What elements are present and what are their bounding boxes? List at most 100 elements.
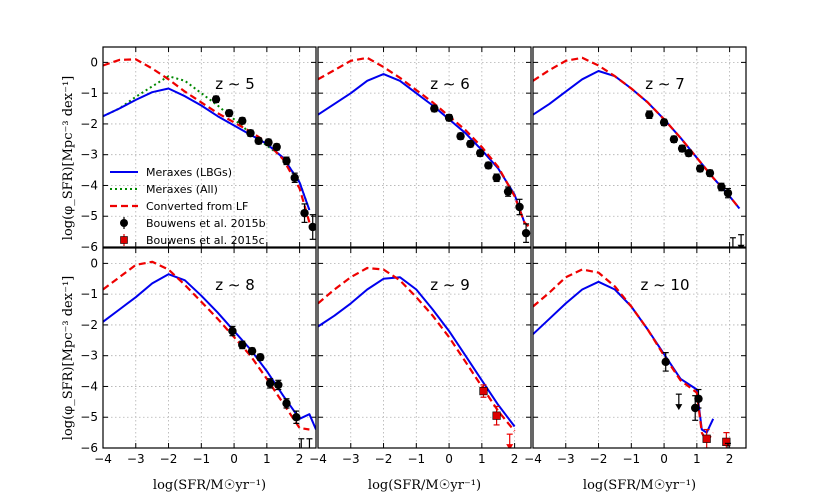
y-tick-label: −1 — [80, 287, 98, 301]
legend-label: Bouwens et al. 2015b — [146, 217, 266, 230]
x-tick-label: −1 — [407, 452, 425, 466]
panel-frame — [532, 46, 747, 248]
y-tick-label: −4 — [80, 379, 98, 393]
data-point-b15b — [515, 202, 524, 212]
x-tick-label: 1 — [693, 452, 701, 466]
data-point-b15b — [272, 142, 281, 152]
data-point-b15b — [659, 118, 669, 127]
y-tick-label: 0 — [90, 256, 98, 270]
panel-2: z ∼ 6 — [317, 46, 532, 248]
data-point-b15b — [723, 188, 733, 198]
y-tick-label: −3 — [80, 148, 98, 162]
data-point-b15b — [503, 187, 513, 196]
data-point-b15b — [645, 110, 654, 119]
data-point-b15b — [282, 399, 291, 408]
panel-title: z ∼ 5 — [215, 75, 255, 93]
series-line-solid — [533, 280, 715, 434]
x-tick-label: 0 — [445, 452, 453, 466]
series-line-dashed — [318, 266, 516, 432]
x-tick-label: −4 — [524, 452, 542, 466]
series-line-solid — [318, 73, 526, 223]
x-tick-label: −1 — [622, 452, 640, 466]
y-axis-label-bottom: log(φ_SFR)[Mpc⁻³ dex⁻¹] — [61, 276, 76, 440]
data-point-b15b — [256, 353, 265, 362]
panel-frame — [532, 247, 747, 449]
panel-title: z ∼ 9 — [430, 276, 470, 294]
data-point-b15c — [722, 437, 731, 446]
data-point-b15b — [264, 138, 273, 147]
data-point-b15b — [684, 148, 693, 158]
data-point-b15b — [246, 128, 255, 138]
data-point-b15b — [661, 357, 670, 367]
data-point-b15b — [265, 379, 275, 388]
plot-area — [103, 260, 316, 448]
y-tick-label: −6 — [80, 441, 98, 455]
y-tick-label: −4 — [80, 178, 98, 192]
x-tick-label: −3 — [342, 452, 360, 466]
panel-title: z ∼ 7 — [645, 75, 685, 93]
legend-label: Meraxes (All) — [146, 183, 218, 196]
panel-5: −4 −3 −2 −1 0 1 2 z ∼ 9 log(SFR/M☉yr⁻¹) — [309, 247, 532, 493]
panel-title: z ∼ 6 — [430, 75, 470, 93]
data-point-b15b — [238, 340, 247, 350]
data-point-b15b — [430, 104, 439, 113]
data-point-b15b — [492, 173, 501, 182]
legend-swatch-circle — [120, 219, 128, 227]
y-tick-label: −2 — [80, 117, 98, 131]
panel-4: 0−1−2−3−4−5−6−4 −3 −2 −1 0 1 2z ∼ 8log(SFR/M☉y… — [80, 247, 317, 493]
data-point-b15b — [677, 144, 687, 153]
data-point-b15b — [521, 228, 531, 238]
x-tick-label: 2 — [296, 452, 304, 466]
data-point-b15b — [238, 116, 247, 126]
panel-6: −4 −3 −2 −1 0 1 2 z ∼ 10 log(SFR/M☉yr⁻¹) — [524, 247, 747, 493]
data-point-b15b — [282, 156, 291, 166]
data-point-b15b — [444, 113, 454, 122]
y-tick-label: −5 — [80, 410, 98, 424]
data-point-b15b — [669, 135, 679, 144]
x-axis-label: log(SFR/M☉yr⁻¹) — [153, 478, 266, 493]
series-line-dashed — [103, 58, 311, 223]
legend-label: Converted from LF — [146, 200, 248, 213]
series-line-solid — [103, 87, 311, 211]
y-tick-label: −3 — [80, 349, 98, 363]
data-point-b15b — [300, 208, 309, 218]
panel-1: 0 −1 −2 −3 −4 −5 −6 z ∼ 5 — [80, 46, 317, 254]
y-axis-label-top: log(φ_SFR)[Mpc⁻³ dex⁻¹] — [61, 76, 76, 240]
panel-title: z ∼ 10 — [640, 276, 689, 294]
x-tick-label: −2 — [160, 452, 178, 466]
legend-swatch-square — [120, 236, 128, 244]
x-tick-label: 1 — [263, 452, 271, 466]
series-line-dashed — [103, 260, 310, 431]
data-point-b15b — [476, 148, 485, 158]
data-point-b15b — [211, 95, 221, 104]
data-point-b15b — [466, 139, 475, 149]
x-tick-label: 2 — [511, 452, 519, 466]
x-tick-label: −3 — [127, 452, 145, 466]
x-tick-label: −4 — [94, 452, 112, 466]
x-tick-label: −1 — [192, 452, 210, 466]
y-tick-label: −1 — [80, 86, 98, 100]
x-tick-label: −3 — [557, 452, 575, 466]
plot-area — [103, 58, 316, 240]
data-point-b15b — [456, 132, 465, 141]
data-point-b15b — [308, 222, 316, 232]
panel-frame — [317, 46, 532, 248]
legend-label: Bouwens et al. 2015c — [146, 234, 265, 247]
series-line-solid — [318, 276, 516, 428]
upper-limit-arrow — [506, 444, 514, 448]
legend-item: Meraxes (LBGs) — [110, 166, 232, 179]
legend-item: Converted from LF — [110, 200, 248, 213]
legend-item: Bouwens et al. 2015b — [120, 217, 266, 230]
data-point-b15c — [492, 411, 501, 420]
upper-limit-arrow — [675, 404, 683, 411]
data-point-b15b — [691, 403, 700, 413]
panel-frame — [102, 46, 317, 248]
panel-title: z ∼ 8 — [215, 276, 255, 294]
data-point-b15c — [702, 434, 711, 443]
data-point-b15b — [228, 326, 237, 336]
panel-frame — [102, 247, 317, 449]
series-line-dashed — [533, 268, 715, 443]
data-point-b15b — [694, 394, 703, 403]
upper-limit-arrow — [729, 248, 736, 254]
